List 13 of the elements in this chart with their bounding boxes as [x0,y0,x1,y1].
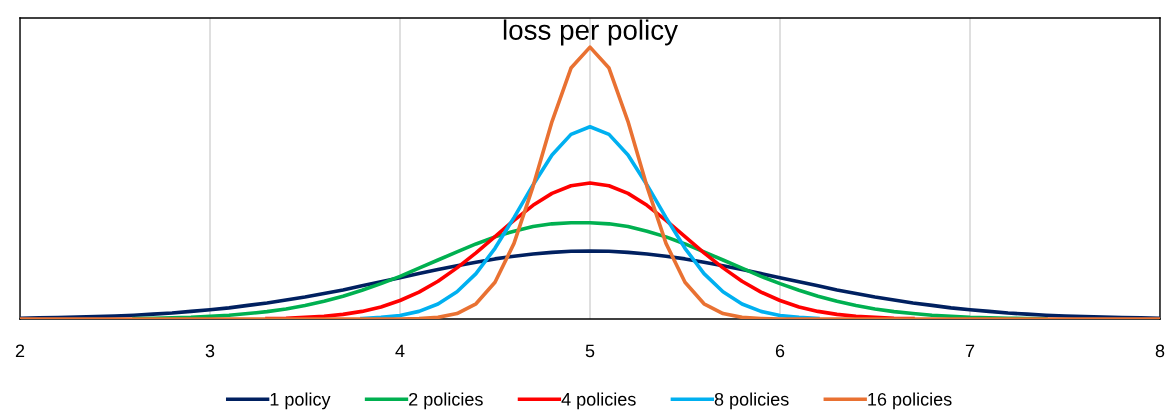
legend-label: 1 policy [270,392,331,410]
x-tick-label: 6 [775,344,785,358]
legend-label: 8 policies [714,392,789,410]
x-tick-label: 2 [15,344,25,358]
legend-label: 2 policies [409,392,483,410]
x-tick-label: 3 [205,344,215,358]
legend-label: 16 policies [868,392,952,410]
x-tick-label: 8 [1155,344,1165,358]
chart-title: loss per policy [503,19,678,46]
legend-label: 4 policies [561,392,636,410]
x-tick-label: 4 [395,344,405,358]
x-tick-label: 7 [965,344,975,358]
x-tick-label: 5 [585,344,595,358]
